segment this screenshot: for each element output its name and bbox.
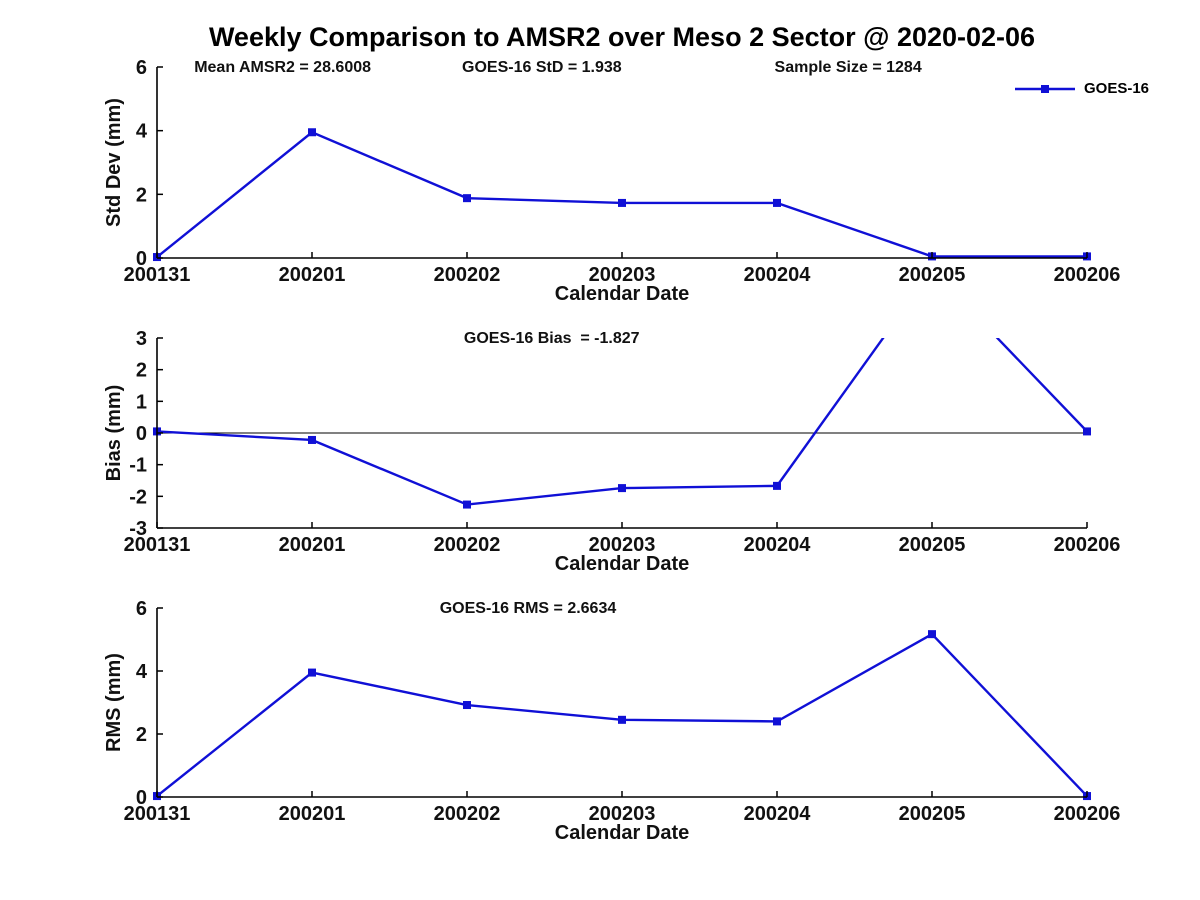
y-tick-label: 0 [136,248,147,270]
x-axis-label: Calendar Date [555,822,690,844]
annotation-text: GOES-16 Bias = -1.827 [464,330,640,347]
x-tick-label: 200205 [899,803,966,825]
y-tick-label: 2 [136,184,147,206]
x-tick-label: 200204 [744,264,812,286]
annotation-text: Mean AMSR2 = 28.6008 [194,59,371,76]
y-tick-label: 6 [136,598,147,620]
x-axis-label: Calendar Date [555,553,690,575]
y-axis-label: Bias (mm) [103,385,125,482]
x-tick-label: 200203 [589,264,656,286]
x-tick-label: 200204 [744,534,812,556]
x-tick-label: 200205 [899,534,966,556]
y-tick-label: 1 [136,391,147,413]
y-tick-label: -2 [129,486,147,508]
data-point-marker [773,717,781,726]
subplot-rms: 0 2 4 6 200131 200201 200202 200203 200204 200205… [103,598,1120,844]
x-tick-label: 200131 [124,534,191,556]
y-tick-label: 0 [136,423,147,445]
x-tick-label: 200201 [279,534,346,556]
y-tick-label: 4 [136,661,148,683]
data-point-marker [618,198,626,207]
x-tick-label: 200202 [434,803,501,825]
x-tick-label: 200206 [1054,803,1121,825]
x-tick-label: 200131 [124,803,191,825]
legend-label: GOES-16 [1084,80,1150,97]
data-point-marker [1083,427,1091,436]
subplot-bias: -3 -2 -1 0 1 2 3 200131 200201 200202 200203 200204… [103,328,1121,575]
x-tick-label: 200204 [744,803,812,825]
x-tick-label: 200201 [279,264,346,286]
subplot-std-dev: 0 2 4 6 200131 200201 200202 200203 200204 200205… [103,57,1120,305]
x-tick-label: 200206 [1054,534,1121,556]
y-axis-label: Std Dev (mm) [103,98,125,227]
data-point-marker [308,668,316,677]
y-axis-label: RMS (mm) [103,653,125,752]
y-tick-label: 0 [136,787,147,809]
data-point-marker [928,630,936,639]
chart-title: Weekly Comparison to AMSR2 over Meso 2 S… [208,22,1036,52]
data-point-marker [308,128,316,137]
data-point-marker [463,500,471,509]
std-dev-line [157,130,1087,258]
legend: GOES-16 [1014,80,1149,97]
rms-line [157,632,1087,797]
x-tick-label: 200203 [589,534,656,556]
x-tick-label: 200201 [279,803,346,825]
annotation-text: GOES-16 StD = 1.938 [462,59,622,76]
y-tick-label: 3 [136,328,147,350]
y-tick-label: -3 [129,518,147,540]
data-point-marker [773,481,781,490]
data-point-marker [773,198,781,207]
annotation-text: GOES-16 RMS = 2.6634 [440,600,617,617]
data-point-marker [308,435,316,444]
y-tick-label: 4 [136,121,148,143]
x-tick-label: 200131 [124,264,191,286]
y-tick-label: 2 [136,724,147,746]
x-axis-label: Calendar Date [555,283,690,305]
y-tick-label: -1 [129,455,147,477]
legend-line-marker-icon [1015,84,1075,93]
x-tick-label: 200202 [434,534,501,556]
x-tick-label: 200202 [434,264,501,286]
y-tick-label: 2 [136,360,147,382]
y-tick-label: 6 [136,57,147,79]
data-point-marker [618,484,626,493]
x-tick-label: 200205 [899,264,966,286]
annotation-text: Sample Size = 1284 [775,59,922,76]
data-point-marker [618,715,626,724]
data-point-marker [463,701,471,710]
x-tick-label: 200206 [1054,264,1121,286]
bias-line [157,338,1087,506]
x-tick-label: 200203 [589,803,656,825]
data-point-marker [463,194,471,203]
